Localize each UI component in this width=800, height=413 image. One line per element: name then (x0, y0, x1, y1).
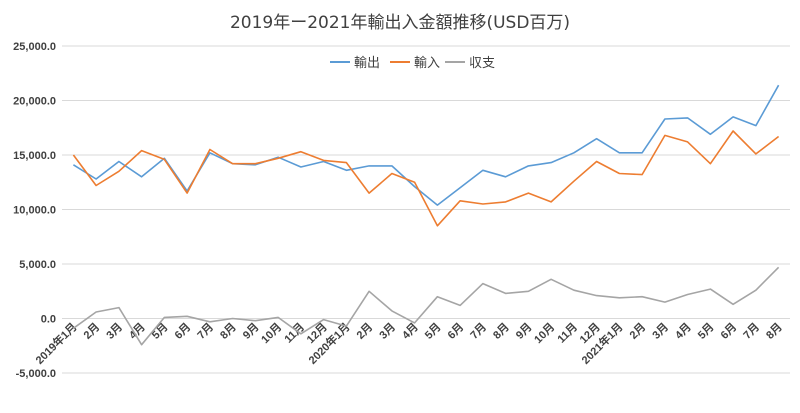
chart-title: 2019年ー2021年輸出入金額推移(USD百万) (230, 13, 570, 33)
y-tick-label: 25,000.0 (13, 41, 56, 53)
y-tick-label: 5,000.0 (19, 259, 56, 271)
y-tick-label: -5,000.0 (16, 368, 56, 380)
y-axis: 25,000.0 20,000.0 15,000.0 10,000.0 5,000.0 0… (13, 41, 56, 380)
y-tick-label: 0.0 (41, 314, 56, 326)
y-tick-label: 15,000.0 (13, 150, 56, 162)
legend-label: 収支 (469, 56, 495, 71)
series-line-収支 (72, 266, 780, 346)
legend-label: 輸入 (414, 56, 440, 71)
legend-label: 輸出 (354, 56, 380, 71)
grid (62, 45, 790, 374)
series-line-輸入 (72, 130, 780, 227)
series-lines (72, 84, 780, 346)
y-tick-label: 20,000.0 (13, 96, 56, 108)
legend: 輸出 輸入 収支 (330, 56, 495, 71)
y-tick-label: 10,000.0 (13, 205, 56, 217)
